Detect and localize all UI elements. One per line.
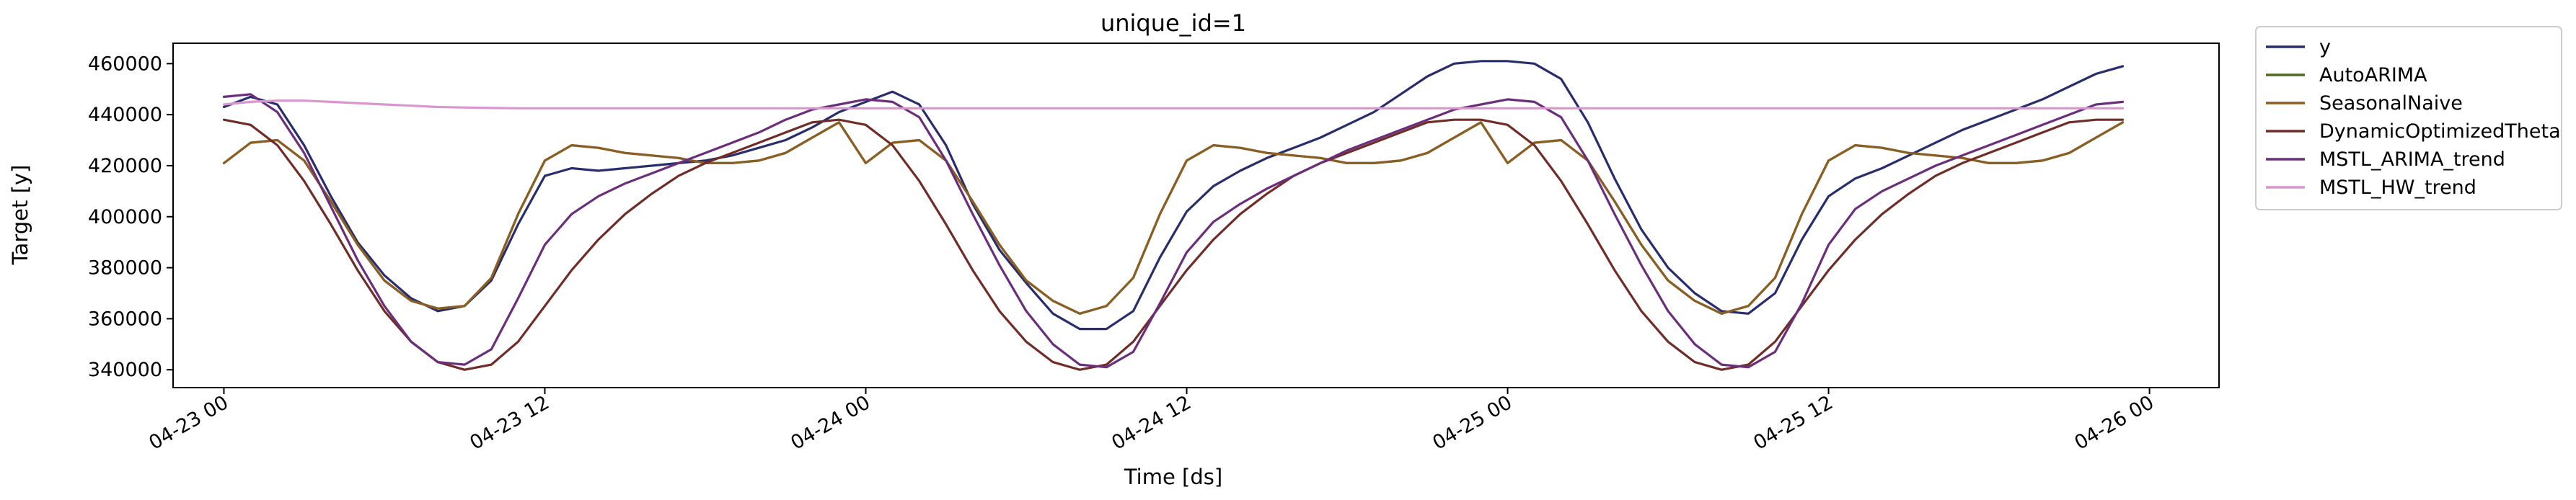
series-line-mstl-hw-trend	[222, 99, 2125, 110]
series-lines	[222, 60, 2125, 371]
y-tick-label: 420000	[88, 155, 162, 177]
series-line-mstl-arima-trend	[222, 93, 2125, 369]
series-line-y	[222, 60, 2125, 331]
legend-entry: DynamicOptimizedTheta	[2319, 120, 2561, 143]
legend-entry: SeasonalNaive	[2319, 92, 2463, 115]
legend: y AutoARIMA SeasonalNaive DynamicOptimizedT…	[2255, 26, 2562, 210]
chart-title: unique_id=1	[1100, 9, 1246, 37]
x-tick-label: 04-24 00	[787, 391, 874, 455]
legend-frame	[2255, 26, 2562, 210]
legend-entry: AutoARIMA	[2319, 64, 2427, 86]
legend-entry: MSTL_ARIMA_trend	[2319, 148, 2505, 171]
x-tick-label: 04-23 12	[466, 391, 553, 455]
series-line-autoarima	[222, 121, 2125, 315]
y-tick-label: 340000	[88, 359, 162, 381]
y-axis-label: Target [y]	[8, 165, 32, 266]
y-tick-label: 400000	[88, 206, 162, 228]
legend-entry: y	[2319, 36, 2331, 58]
y-tick-label: 460000	[88, 53, 162, 75]
x-tick-label: 04-25 12	[1750, 391, 1837, 455]
axis-ticks: 340000 360000 380000 400000 420000 440000 4600…	[88, 53, 2158, 454]
y-tick-label: 360000	[88, 308, 162, 330]
x-axis-label: Time [ds]	[1124, 465, 1222, 489]
y-tick-label: 440000	[88, 104, 162, 126]
legend-entry: MSTL_HW_trend	[2319, 177, 2476, 199]
series-line-dynamicoptimizedtheta	[222, 118, 2125, 371]
x-tick-label: 04-23 00	[145, 391, 232, 455]
y-tick-label: 380000	[88, 257, 162, 280]
x-tick-label: 04-25 00	[1429, 391, 1516, 455]
x-tick-label: 04-26 00	[2070, 391, 2158, 455]
plot-frame	[172, 43, 2220, 388]
x-tick-label: 04-24 12	[1108, 391, 1195, 455]
series-line-seasonalnaive	[222, 121, 2125, 315]
